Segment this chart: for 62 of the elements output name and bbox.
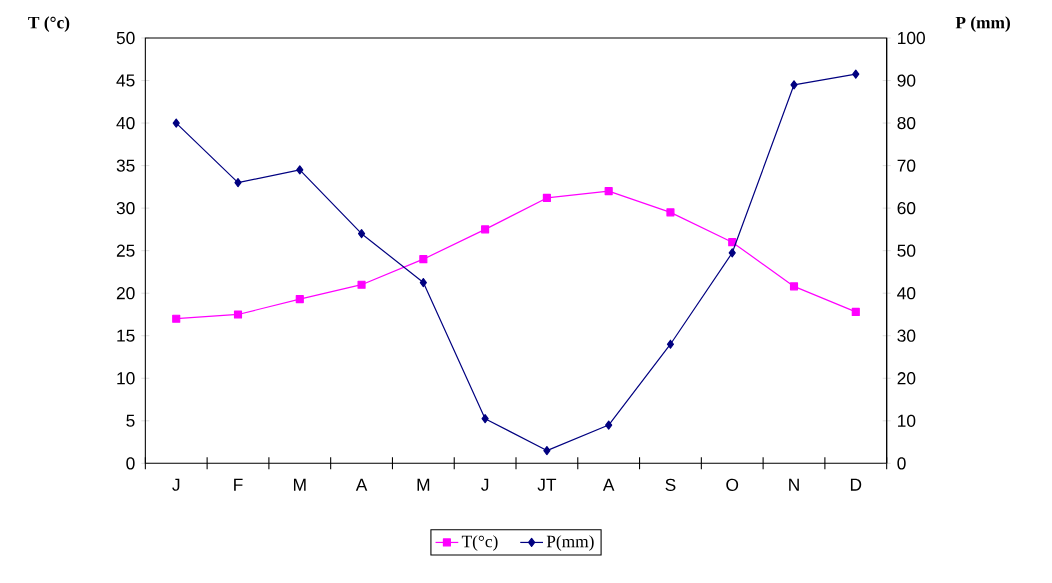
- x-tick-label: F: [234, 478, 243, 491]
- point: [851, 307, 860, 316]
- point: [234, 177, 242, 188]
- x-tick-label: M: [293, 478, 306, 491]
- x-tick-label: M: [417, 478, 430, 491]
- y2-tick-label: 60: [897, 201, 916, 215]
- y2-tick-label: 0: [897, 457, 906, 470]
- point: [728, 237, 737, 247]
- y-tick-label: 25: [116, 244, 135, 257]
- y-tick-label: 45: [116, 74, 135, 87]
- point: [357, 228, 366, 239]
- point: [666, 339, 675, 349]
- y2-tick-label: 70: [897, 159, 916, 172]
- x-tick-label: A: [355, 478, 368, 491]
- point: [419, 277, 427, 288]
- x-tick-label: J: [172, 478, 180, 491]
- y-tick-label: 15: [117, 329, 135, 342]
- x-tick-label: J: [481, 478, 489, 491]
- y-axis-title: T (°c): [28, 16, 70, 32]
- point: [604, 186, 613, 196]
- legend-label: T(°c): [461, 534, 498, 551]
- y2-tick-label: 100: [898, 31, 925, 44]
- point: [542, 193, 551, 202]
- point: [789, 282, 799, 291]
- point: [481, 413, 489, 424]
- y2-tick-label: 10: [898, 414, 916, 427]
- y2-tick-label: 90: [897, 74, 916, 87]
- point: [790, 80, 798, 90]
- point: [172, 314, 181, 323]
- y-tick-label: 30: [116, 201, 135, 215]
- point: [233, 310, 243, 319]
- legend-label: P(mm): [546, 534, 594, 551]
- x-tick-label: N: [789, 478, 799, 491]
- point: [605, 420, 613, 430]
- y-tick-label: 5: [126, 414, 135, 427]
- y2-tick-label: 20: [897, 371, 916, 385]
- y2-tick-label: 80: [897, 116, 916, 130]
- x-tick-label: S: [665, 478, 676, 491]
- point: [357, 280, 366, 289]
- y2-tick-label: 30: [897, 329, 916, 342]
- y-tick-label: 35: [116, 159, 135, 172]
- x-tick-label: A: [602, 478, 615, 491]
- point: [172, 118, 180, 128]
- point: [295, 294, 304, 304]
- x-tick-label: D: [850, 478, 862, 491]
- x-tick-label: JT: [537, 478, 557, 491]
- y2-tick-label: 40: [897, 286, 916, 300]
- point: [481, 225, 490, 234]
- point: [728, 248, 736, 258]
- point: [852, 69, 860, 79]
- y-tick-label: 40: [116, 116, 135, 130]
- y2-tick-label: 50: [897, 244, 916, 257]
- y-tick-label: 10: [117, 371, 135, 385]
- x-tick-label: O: [726, 478, 739, 491]
- y-tick-label: 20: [116, 286, 135, 300]
- point: [666, 208, 675, 217]
- point: [296, 165, 304, 175]
- y-tick-label: 0: [126, 457, 135, 470]
- y2-axis-title: P (mm): [955, 16, 1010, 32]
- point: [419, 254, 428, 264]
- y-tick-label: 50: [116, 31, 135, 44]
- point: [543, 445, 551, 456]
